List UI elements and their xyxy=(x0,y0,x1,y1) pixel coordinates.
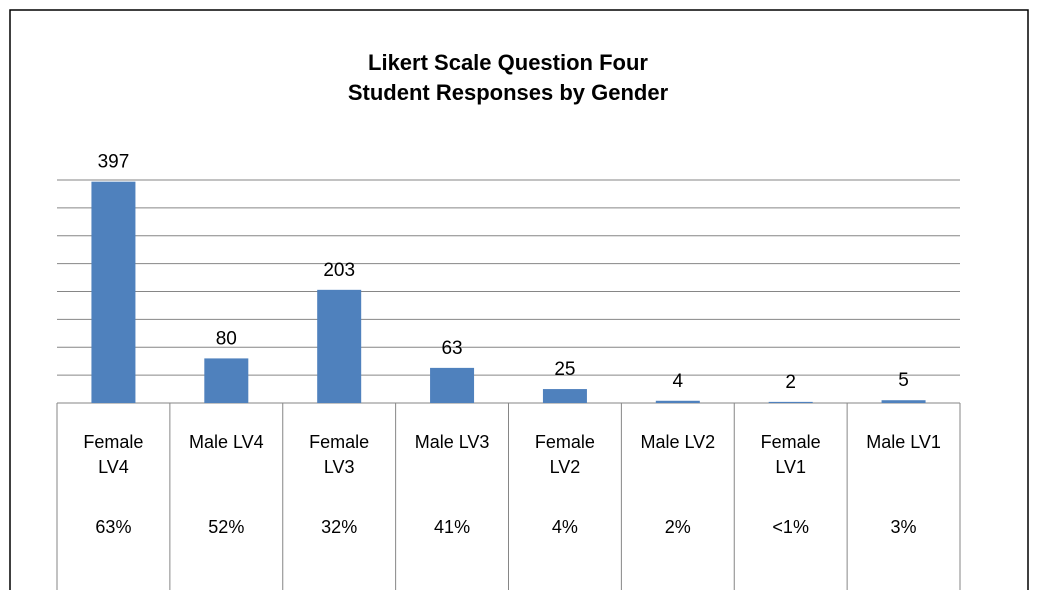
percent-label: 4% xyxy=(551,517,578,537)
chart-frame xyxy=(9,9,1029,590)
x-tick-label: Female LV2 xyxy=(534,432,595,477)
value-label: 203 xyxy=(323,260,355,281)
percent-label: 41% xyxy=(434,517,471,537)
bar xyxy=(204,358,249,403)
value-label: 5 xyxy=(898,370,909,391)
x-tick-label: Female LV1 xyxy=(760,432,821,477)
bar xyxy=(430,367,475,403)
x-tick-label: Male LV3 xyxy=(414,432,490,452)
percent-label: 2% xyxy=(664,517,691,537)
value-label: 25 xyxy=(554,359,575,380)
percent-label: 32% xyxy=(321,517,358,537)
x-tick-label: Male LV4 xyxy=(188,432,264,452)
value-label: 2 xyxy=(785,372,796,393)
bar xyxy=(317,289,362,403)
percent-label: 3% xyxy=(890,517,917,537)
percent-label: 63% xyxy=(95,517,132,537)
x-tick-label: Male LV2 xyxy=(640,432,716,452)
percent-label: <1% xyxy=(772,517,809,537)
value-label: 4 xyxy=(673,371,684,392)
bar xyxy=(881,400,926,403)
x-tick-label: Male LV1 xyxy=(866,432,941,452)
x-tick-label: Female LV4 xyxy=(83,432,144,477)
bar xyxy=(655,400,700,403)
value-label: 397 xyxy=(98,152,130,173)
percent-label: 52% xyxy=(208,517,245,537)
bar xyxy=(91,181,136,403)
chart-subtitle: Student Responses by Gender xyxy=(348,80,669,105)
chart-title: Likert Scale Question Four xyxy=(368,50,648,75)
bar xyxy=(768,401,813,403)
x-tick-label: Female LV3 xyxy=(309,432,370,477)
value-label: 80 xyxy=(216,328,237,349)
value-label: 63 xyxy=(441,338,462,359)
bar xyxy=(542,389,587,403)
